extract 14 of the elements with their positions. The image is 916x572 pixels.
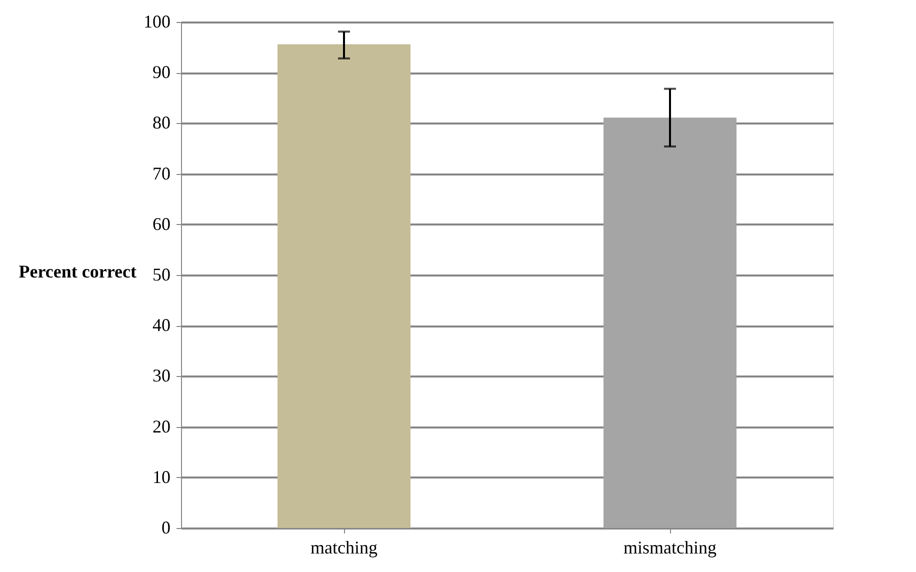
x-tick-label: matching (310, 538, 378, 558)
y-tick-label: 70 (152, 163, 170, 184)
y-tick-label: 0 (162, 518, 170, 538)
y-tick-label: 20 (152, 416, 170, 436)
y-tick-label: 40 (152, 315, 170, 336)
y-tick-label: 30 (152, 366, 170, 386)
y-tick-label: 60 (152, 214, 170, 234)
y-tick-label: 80 (152, 112, 170, 133)
x-tick-label: mismatching (624, 538, 716, 558)
y-axis-title: Percent correct (18, 262, 137, 282)
y-tick-label: 10 (152, 466, 170, 487)
y-tick-label: 100 (144, 12, 170, 32)
y-tick-label: 50 (152, 264, 170, 284)
y-tick-label: 90 (152, 62, 170, 82)
